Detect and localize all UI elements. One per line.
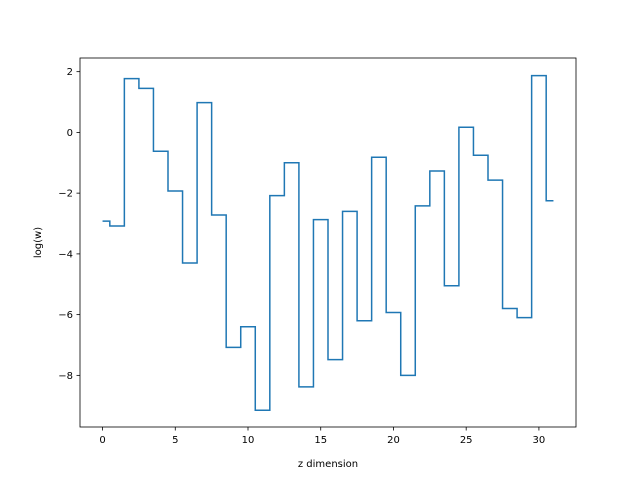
y-tick-label: −8: [58, 371, 73, 382]
y-tick-label: −2: [58, 189, 73, 200]
y-tick-label: −4: [58, 249, 73, 260]
x-tick-label: 30: [533, 435, 546, 446]
x-axis-label: z dimension: [298, 459, 358, 470]
x-tick-label: 0: [99, 435, 105, 446]
x-tick-label: 20: [387, 435, 400, 446]
y-axis-ticks: −8 −6 −4 −2 0 2: [58, 67, 80, 382]
y-tick-label: −6: [58, 310, 73, 321]
y-tick-label: 0: [67, 128, 73, 139]
y-axis-label: log(w): [33, 227, 44, 258]
x-tick-label: 15: [314, 435, 327, 446]
plot-frame: [79, 57, 577, 428]
series-line-0: [102, 74, 554, 412]
x-tick-label: 25: [460, 435, 473, 446]
series-layer: [102, 74, 554, 412]
y-tick-label: 2: [67, 67, 73, 78]
x-tick-label: 5: [172, 435, 178, 446]
x-tick-label: 10: [242, 435, 255, 446]
x-axis-ticks: 0 5 10 15 20 25 30: [99, 427, 545, 446]
